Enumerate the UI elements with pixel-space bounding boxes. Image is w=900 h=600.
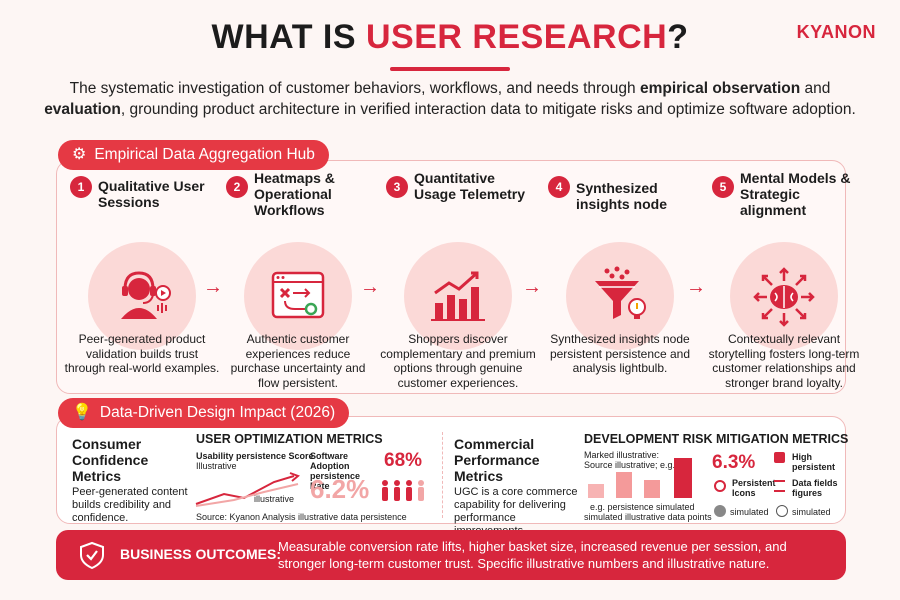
dev-item-simulated-2: simulated [792, 507, 831, 517]
usability-label: Usability persistence Score [196, 451, 314, 461]
arrow-right-icon: → [203, 276, 223, 298]
kyanon-logo: KYANON [796, 22, 876, 42]
dev-metric-value: 6.3% [712, 452, 756, 473]
title-suffix: ? [667, 18, 689, 56]
dev-source-label: Source illustrative; e.g. [584, 460, 676, 470]
headset-user-icon [88, 242, 196, 350]
dev-metrics-heading: DEVELOPMENT RISK MITIGATION METRICS [584, 432, 849, 446]
list-icon [774, 480, 785, 492]
step-title: Qualitative User Sessions [98, 178, 205, 210]
title-underline [390, 67, 510, 71]
dev-bar-chart [588, 458, 692, 498]
subtitle-text-1: The systematic investigation of customer… [69, 80, 640, 97]
step-number: 3 [386, 176, 408, 198]
hub-label-text: Empirical Data Aggregation Hub [94, 146, 315, 163]
gear-icon: ⚙ [72, 146, 87, 163]
dev-item-high: High persistent [792, 452, 836, 472]
step-number: 1 [70, 176, 92, 198]
consumer-metrics-text: Peer-generated content builds credibilit… [72, 486, 188, 524]
google-icon [714, 505, 726, 517]
step-description: Authentic customer experiences reduce pu… [230, 332, 366, 390]
workflow-window-icon [244, 242, 352, 350]
dev-bar-note-1: e.g. persistence simulated [590, 502, 695, 512]
dev-item-simulated-1: simulated [730, 507, 769, 517]
section-divider [442, 432, 443, 518]
persistent-icon [714, 480, 726, 492]
step-number: 2 [226, 176, 248, 198]
hub-section-label: ⚙ Empirical Data Aggregation Hub [58, 140, 329, 170]
consumer-metrics-title: Consumer Confidence Metrics [72, 436, 149, 484]
user-metric-big-value: 6.2% [310, 474, 370, 504]
business-outcomes-banner: BUSINESS OUTCOMES: Measurable conversion… [56, 530, 846, 580]
step-title: Quantitative Usage Telemetry [414, 170, 526, 202]
title-highlight: USER RESEARCH [365, 18, 668, 56]
adoption-label: Software Adoption persistence Rate [310, 451, 361, 491]
step-description: Synthesized insights node persistent per… [549, 332, 691, 375]
step-number: 5 [712, 176, 734, 198]
lightbulb-icon: 💡 [72, 404, 92, 421]
subtitle-bold-1: empirical observation [639, 80, 801, 97]
funnel-lightbulb-icon [566, 242, 674, 350]
usability-axis-label: illustrative [254, 494, 295, 504]
business-outcomes-label: BUSINESS OUTCOMES: [120, 546, 282, 562]
globe-icon [776, 505, 788, 517]
usability-sublabel: Illustrative [196, 461, 237, 471]
usability-trend-chart [195, 472, 300, 507]
user-metrics-heading: USER OPTIMIZATION METRICS [196, 432, 383, 446]
dev-bar-note-2: simulated illustrative data points [584, 512, 712, 522]
dev-marked-label: Marked illustrative: [584, 450, 660, 460]
impact-section-label: 💡 Data-Driven Design Impact (2026) [58, 398, 350, 428]
step-title: Synthesized insights node [576, 180, 667, 212]
step-title: Heatmaps & Operational Workflows [254, 170, 335, 218]
step-description: Contextually relevant storytelling foste… [708, 332, 860, 390]
page-title: WHAT IS USER RESEARCH? [0, 18, 900, 57]
shield-check-icon [80, 541, 104, 569]
step-description: Shoppers discover complementary and prem… [380, 332, 536, 390]
impact-panel [56, 416, 846, 524]
arrow-right-icon: → [686, 276, 706, 298]
page-subtitle: The systematic investigation of customer… [30, 78, 870, 120]
step-title: Mental Models & Strategic alignment [740, 170, 851, 218]
commercial-metrics-title: Commercial Performance Metrics [454, 436, 540, 484]
people-icon [382, 480, 424, 501]
subtitle-bold-2: evaluation [44, 101, 121, 118]
adoption-value: 68% [384, 450, 423, 471]
impact-label-text: Data-Driven Design Impact (2026) [99, 404, 336, 421]
chart-icon [774, 452, 785, 463]
subtitle-text-2: and [800, 80, 831, 97]
dev-item-data-fields: Data fields figures [792, 478, 838, 498]
bar-chart-icon [404, 242, 512, 350]
dev-item-persistent: Persistent Icons [732, 478, 776, 498]
brain-arrows-icon [730, 242, 838, 350]
step-description: Peer-generated product validation builds… [64, 332, 220, 375]
business-outcomes-text: Measurable conversion rate lifts, higher… [278, 539, 787, 571]
arrow-right-icon: → [360, 276, 380, 298]
arrow-right-icon: → [522, 276, 542, 298]
title-prefix: WHAT IS [211, 18, 366, 56]
subtitle-text-3: , grounding product architecture in veri… [120, 101, 856, 118]
step-number: 4 [548, 176, 570, 198]
user-metrics-source: Source: Kyanon Analysis illustrative dat… [196, 512, 407, 522]
